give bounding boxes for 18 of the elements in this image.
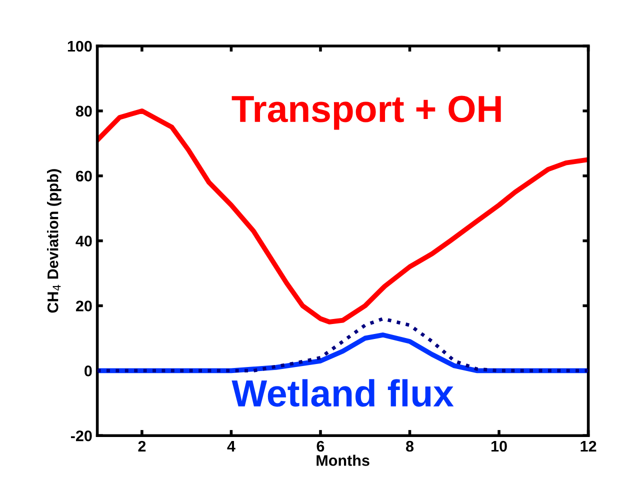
y-tick-label: 100 (68, 40, 92, 52)
y-axis-title: CH$_{4}$ Deviation (ppb) (47, 169, 62, 313)
x-tick-label: 10 (491, 440, 507, 452)
x-tick-label: 6 (316, 440, 324, 452)
y-tick-label: 60 (76, 170, 92, 182)
y-tick-label: -20 (70, 430, 92, 442)
line-series (97, 316, 588, 372)
y-tick-label: 80 (76, 106, 92, 117)
x-tick-label: 2 (138, 440, 146, 452)
x-axis-title: Months (316, 454, 370, 466)
x-tick-label: 12 (580, 440, 596, 452)
y-tick-label: 0 (84, 366, 92, 376)
y-tick-label: 20 (76, 300, 92, 312)
series-label: Wetland flux (232, 379, 454, 407)
y-tick-label: 40 (76, 236, 92, 246)
x-tick-label: 4 (227, 441, 236, 452)
x-tick-label: 8 (406, 440, 414, 452)
series-label: Transport + OH (232, 96, 501, 130)
